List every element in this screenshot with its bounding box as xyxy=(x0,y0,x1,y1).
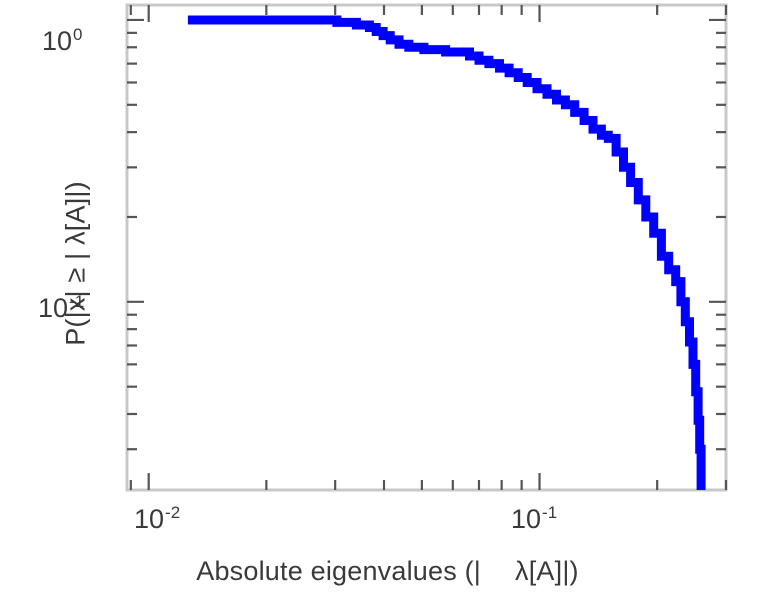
survival-curve xyxy=(187,15,706,490)
y-tick-mantissa-bottom: 10 xyxy=(38,293,69,323)
x-tick-exponent-left: -2 xyxy=(165,503,181,522)
x-axis-label-part2: λ[A]|) xyxy=(515,556,579,586)
x-tick-label-1e-2: 10-2 xyxy=(134,503,180,535)
x-tick-label-1e-1: 10-1 xyxy=(511,503,557,535)
x-axis-label-part1: Absolute eigenvalues (| xyxy=(196,556,482,586)
y-tick-exponent-top: 0 xyxy=(73,25,83,44)
x-axis-ticks xyxy=(129,5,728,490)
y-tick-mantissa-top: 10 xyxy=(42,26,73,56)
y-tick-exponent-bottom: -1 xyxy=(69,292,85,311)
y-tick-label-1e0: 100 xyxy=(42,25,83,57)
y-axis-ticks xyxy=(127,18,726,451)
x-tick-mantissa-left: 10 xyxy=(134,504,165,534)
y-axis-label: P(|x| ≥ | λ[A]|) xyxy=(60,181,91,346)
x-tick-mantissa-right: 10 xyxy=(511,504,542,534)
x-axis-label: Absolute eigenvalues (| λ[A]|) xyxy=(0,556,775,587)
y-tick-label-1e-1: 10-1 xyxy=(38,292,84,324)
plot-frame xyxy=(125,3,728,492)
x-tick-exponent-right: -1 xyxy=(542,503,558,522)
